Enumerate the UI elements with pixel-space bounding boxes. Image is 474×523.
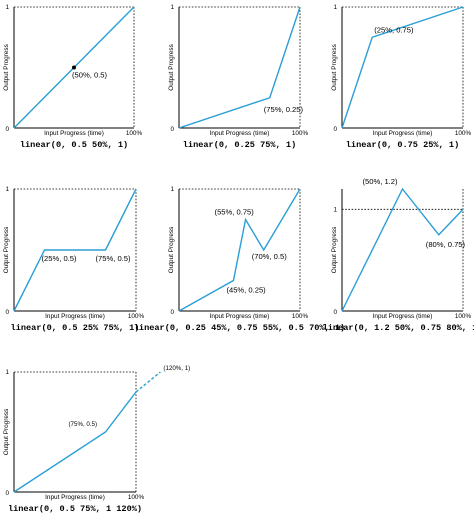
point-label: (55%, 0.75) bbox=[215, 208, 255, 217]
y-tick-top: 1 bbox=[170, 4, 174, 11]
y-tick-top: 1 bbox=[170, 186, 174, 193]
origin-tick: 0 bbox=[5, 309, 9, 316]
point-label: (75%, 0.25) bbox=[264, 105, 304, 114]
x-tick-end: 100% bbox=[128, 494, 145, 501]
y-tick-top: 1 bbox=[5, 186, 9, 193]
point-label: (75%, 0.5) bbox=[69, 421, 98, 428]
chart-5: 1 0 100% Input Progress (time) Output Progre… bbox=[134, 186, 345, 333]
chart-caption: linear(0, 0.5 25% 75%, 1) bbox=[11, 323, 140, 333]
point-label: (25%, 0.75) bbox=[374, 25, 414, 34]
y-axis-label: Output Progress bbox=[3, 227, 10, 274]
x-tick-end: 100% bbox=[455, 130, 472, 137]
origin-tick: 0 bbox=[5, 490, 9, 497]
x-tick-end: 100% bbox=[292, 130, 309, 137]
chart-2: 1 0 100% Input Progress (time) Output Progre… bbox=[168, 4, 308, 150]
series-line bbox=[13, 391, 137, 493]
x-tick-end: 100% bbox=[292, 313, 309, 320]
chart-caption: linear(0, 0.25 75%, 1) bbox=[183, 140, 296, 150]
origin-tick: 0 bbox=[170, 126, 174, 133]
y-axis-label: Output Progress bbox=[3, 44, 10, 91]
x-axis-label: Input Progress (time) bbox=[44, 130, 104, 137]
point-label: (120%, 1) bbox=[163, 365, 190, 372]
y-axis-label: Output Progress bbox=[168, 44, 175, 91]
y-axis-label: Output Progress bbox=[331, 227, 338, 274]
chart-caption: linear(0, 1.2 50%, 0.75 80%, 1) bbox=[323, 323, 474, 333]
series-line bbox=[13, 188, 137, 312]
chart-6: 1 0 100% Input Progress (time) Output Progre… bbox=[323, 177, 474, 333]
origin-tick: 0 bbox=[5, 126, 9, 133]
point-label: (50%, 1.2) bbox=[363, 177, 399, 186]
y-tick-top: 1 bbox=[333, 206, 337, 213]
series-line bbox=[341, 187, 464, 312]
origin-tick: 0 bbox=[170, 309, 174, 316]
y-axis-label: Output Progress bbox=[3, 409, 10, 456]
chart-caption: linear(0, 0.5 50%, 1) bbox=[20, 140, 128, 150]
chart-4: 1 0 100% Input Progress (time) Output Progre… bbox=[3, 186, 144, 333]
chart-7: 1 0 100% Input Progress (time) Output Progre… bbox=[3, 365, 190, 514]
chart-3: 1 0 100% Input Progress (time) Output Progre… bbox=[331, 4, 471, 150]
origin-tick: 0 bbox=[333, 309, 337, 316]
y-axis-label: Output Progress bbox=[331, 44, 338, 91]
point-marker bbox=[72, 65, 76, 70]
chart-caption: linear(0, 0.75 25%, 1) bbox=[346, 140, 459, 150]
x-tick-end: 100% bbox=[128, 313, 145, 320]
x-tick-end: 100% bbox=[126, 130, 143, 137]
point-label: (70%, 0.5) bbox=[252, 252, 288, 261]
y-tick-top: 1 bbox=[5, 369, 9, 376]
chart-caption: linear(0, 0.25 45%, 0.75 55%, 0.5 70%, 1… bbox=[134, 323, 345, 333]
point-label: (75%, 0.5) bbox=[96, 254, 132, 263]
x-tick-end: 100% bbox=[455, 313, 472, 320]
point-label: (80%, 0.75) bbox=[426, 240, 466, 249]
series-line bbox=[178, 6, 301, 129]
x-axis-label: Input Progress (time) bbox=[373, 313, 433, 320]
x-axis-label: Input Progress (time) bbox=[45, 313, 105, 320]
chart-caption: linear(0, 0.5 75%, 1 120%) bbox=[8, 504, 142, 514]
y-tick-top: 1 bbox=[5, 4, 9, 11]
y-tick-top: 1 bbox=[333, 4, 337, 11]
x-axis-label: Input Progress (time) bbox=[373, 130, 433, 137]
point-label: (25%, 0.5) bbox=[42, 254, 78, 263]
x-axis-label: Input Progress (time) bbox=[210, 313, 270, 320]
point-label: (50%, 0.5) bbox=[72, 71, 108, 80]
origin-tick: 0 bbox=[333, 126, 337, 133]
series-line bbox=[178, 188, 301, 312]
series-line bbox=[341, 6, 464, 129]
point-label: (45%, 0.25) bbox=[226, 286, 266, 295]
series-line-extrapolated bbox=[135, 371, 161, 393]
x-axis-label: Input Progress (time) bbox=[45, 494, 105, 501]
y-axis-label: Output Progress bbox=[168, 227, 175, 274]
chart-1: 1 0 100% Input Progress (time) Output Progre… bbox=[3, 4, 142, 150]
x-axis-label: Input Progress (time) bbox=[210, 130, 270, 137]
